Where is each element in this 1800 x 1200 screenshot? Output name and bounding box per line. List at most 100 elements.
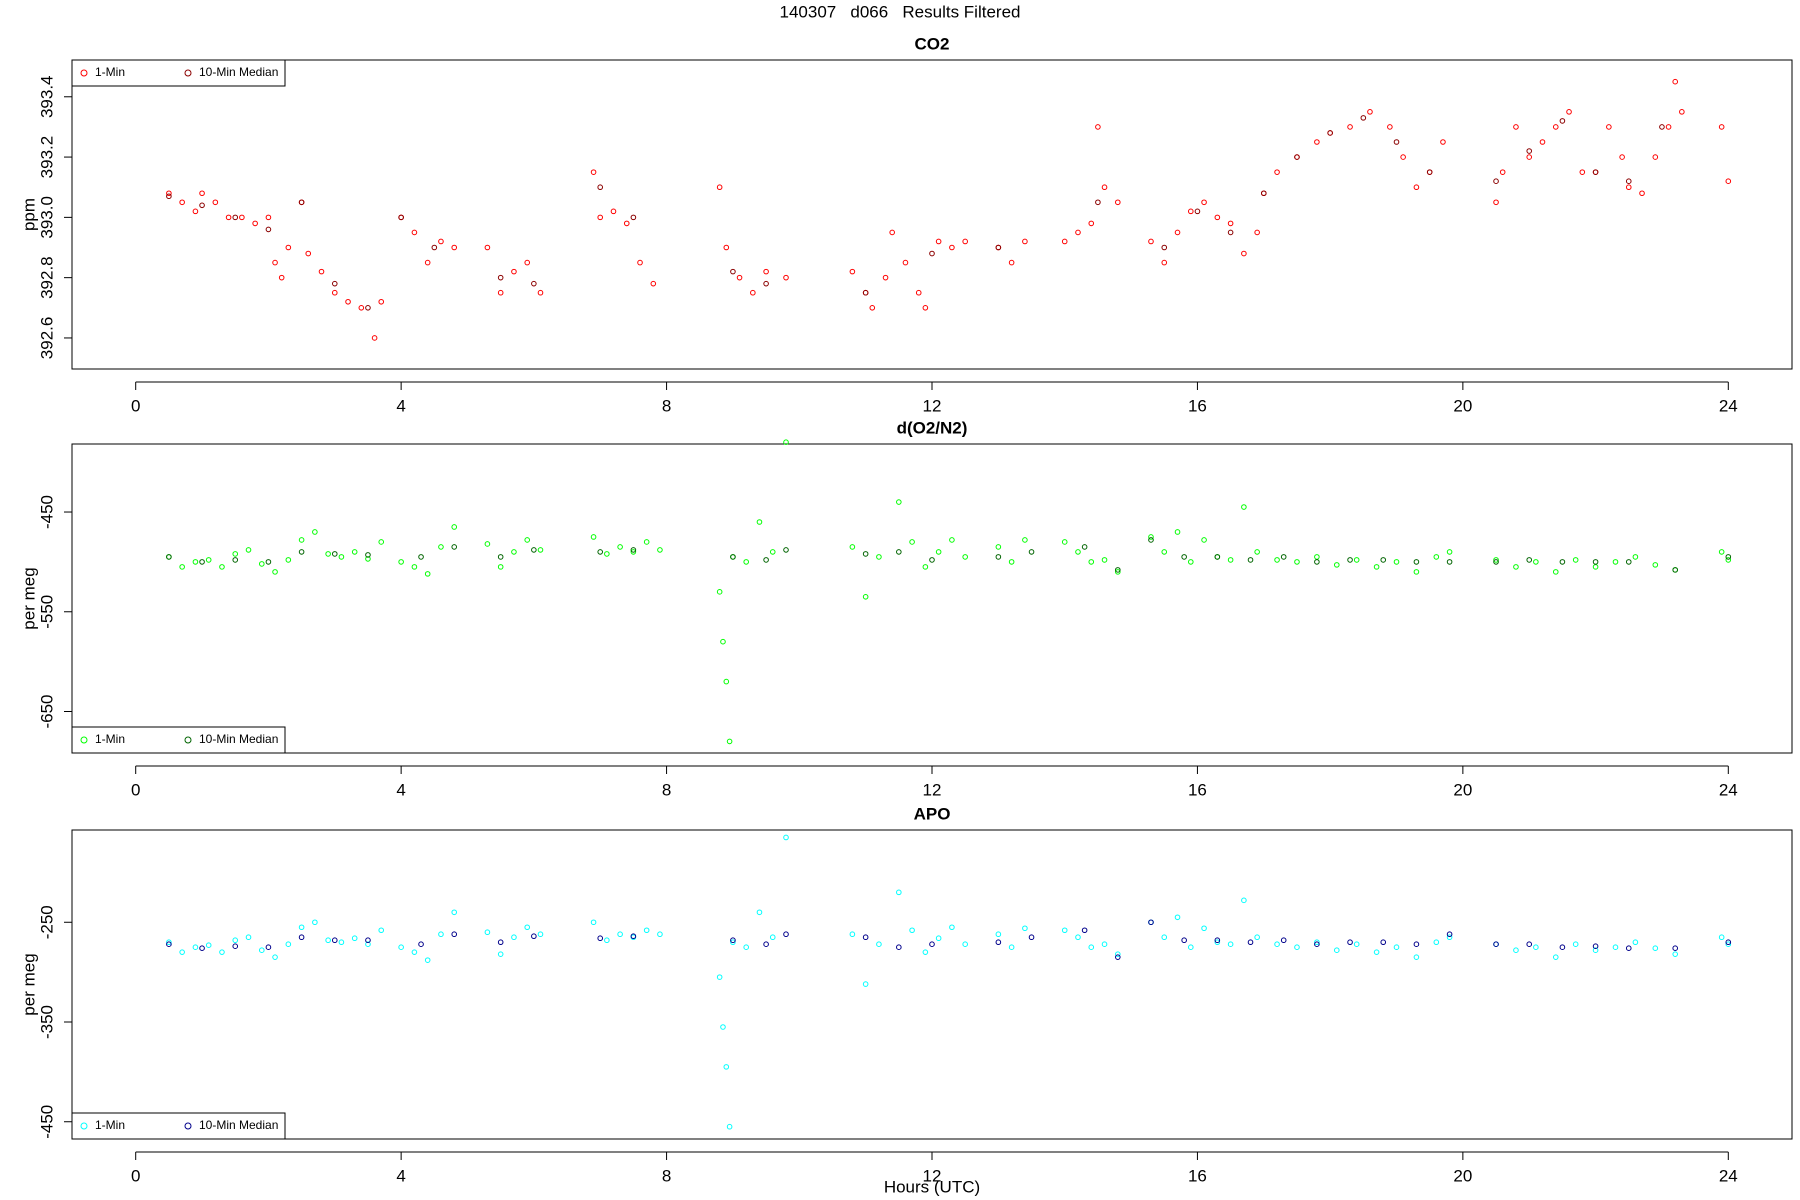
data-point	[763, 557, 769, 563]
data-point	[338, 554, 345, 560]
data-point	[1612, 559, 1619, 565]
data-point	[1625, 184, 1632, 191]
data-point	[1201, 537, 1207, 543]
data-point	[882, 274, 889, 281]
data-point	[1652, 562, 1659, 568]
data-point	[398, 559, 404, 565]
data-point	[1446, 931, 1453, 938]
data-point	[1061, 238, 1068, 245]
y-tick-label: -250	[37, 905, 56, 939]
data-point	[889, 229, 895, 236]
data-point	[730, 554, 736, 560]
data-point	[909, 539, 915, 545]
data-point	[1314, 939, 1320, 946]
data-point	[365, 556, 371, 562]
data-point	[1294, 154, 1300, 160]
legend-box	[71, 1112, 286, 1140]
data-point	[909, 927, 915, 934]
data-point	[1433, 554, 1440, 560]
data-point	[720, 1024, 726, 1030]
data-point	[1081, 927, 1088, 934]
data-point	[723, 1064, 730, 1070]
data-point	[1533, 559, 1539, 565]
data-point	[1280, 554, 1287, 560]
data-point	[1314, 139, 1320, 145]
data-point	[1022, 238, 1028, 245]
data-point	[325, 937, 331, 944]
data-point	[1214, 554, 1221, 560]
data-point	[1241, 250, 1247, 257]
data-point	[1095, 199, 1101, 206]
data-point	[325, 551, 331, 557]
data-point	[896, 499, 902, 505]
data-point	[1493, 557, 1499, 563]
data-point	[199, 202, 205, 209]
data-point	[484, 929, 491, 936]
data-point	[1254, 549, 1260, 555]
data-point	[1088, 220, 1095, 227]
y-tick-label: -550	[37, 595, 56, 629]
data-point	[205, 557, 212, 563]
data-point	[1241, 504, 1247, 510]
data-point	[1115, 951, 1121, 957]
data-point	[849, 931, 856, 938]
data-point	[1161, 244, 1168, 251]
data-point	[1061, 927, 1068, 934]
x-tick-label: 16	[1188, 396, 1207, 415]
data-point	[418, 554, 424, 560]
data-point	[929, 557, 935, 563]
data-point	[1539, 139, 1546, 145]
data-point	[1187, 559, 1194, 565]
data-point	[298, 924, 305, 931]
data-point	[358, 305, 365, 311]
data-point	[597, 214, 604, 221]
data-point	[265, 944, 272, 950]
data-point	[922, 949, 929, 955]
data-point	[265, 559, 272, 565]
data-point	[862, 934, 869, 941]
data-point	[351, 549, 358, 555]
data-point	[1446, 934, 1453, 941]
data-point	[1433, 939, 1440, 946]
data-point	[617, 544, 623, 550]
data-point	[1672, 945, 1679, 951]
data-point	[1718, 549, 1725, 555]
data-point	[1513, 947, 1519, 953]
data-point	[1440, 139, 1446, 145]
data-point	[1639, 190, 1645, 197]
data-point	[1672, 78, 1679, 85]
data-point	[637, 259, 643, 266]
data-point	[398, 214, 404, 221]
data-point	[783, 834, 789, 841]
legend-label: 1-Min	[95, 65, 125, 79]
data-point	[769, 934, 776, 941]
x-tick-label: 16	[1188, 1166, 1207, 1185]
data-point	[716, 589, 723, 595]
data-point	[1174, 229, 1181, 236]
y-tick-label: -450	[37, 495, 56, 529]
data-point	[524, 259, 531, 266]
data-point	[922, 305, 929, 311]
data-point	[1353, 941, 1360, 948]
data-point	[438, 238, 444, 245]
data-point	[597, 184, 604, 191]
data-point	[1022, 537, 1028, 543]
data-point	[1008, 559, 1015, 565]
data-point	[331, 551, 338, 557]
data-point	[378, 539, 385, 545]
x-tick-label: 24	[1719, 396, 1738, 415]
data-point	[531, 547, 537, 553]
data-point	[451, 931, 458, 938]
data-point	[1413, 184, 1420, 191]
data-point	[1579, 169, 1586, 175]
data-point	[1174, 529, 1181, 535]
data-point	[1227, 220, 1234, 227]
data-point	[604, 937, 610, 944]
data-point	[922, 564, 929, 570]
data-point	[1161, 934, 1168, 941]
data-point	[1347, 557, 1353, 563]
data-point	[1413, 569, 1420, 575]
data-point	[1075, 549, 1081, 555]
